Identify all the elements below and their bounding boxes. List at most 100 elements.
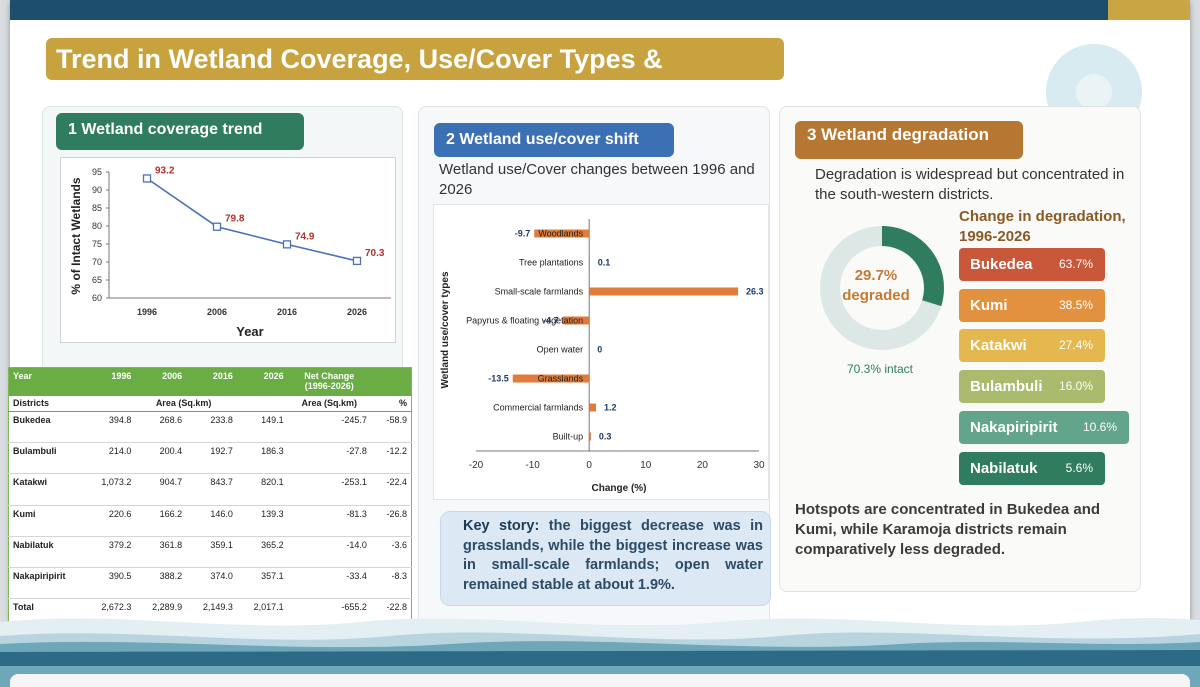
x-tick-label: 30 — [753, 460, 765, 471]
degradation-pill: Katakwi 27.4% — [959, 329, 1105, 363]
district-name-cell: Nakapiripirit — [8, 567, 80, 600]
district-name: Bulambuli — [970, 378, 1043, 396]
coverage-data-point — [282, 240, 292, 249]
district-degradation-pct: 38.5% — [1058, 297, 1093, 312]
use-cover-bar — [512, 374, 590, 383]
section-header-use-cover: 2 Wetland use/cover shift — [434, 123, 674, 157]
district-name-cell: Bukedea — [8, 411, 80, 444]
section-header-degradation: 3 Wetland degradation — [795, 121, 1023, 159]
table-cell: 820.1 — [236, 473, 288, 506]
table-subheader-cell: Area (Sq.km) — [287, 395, 371, 412]
table-cell: 214.0 — [79, 442, 136, 475]
district-degradation-pct: 16.0% — [1058, 379, 1093, 394]
donut-intact-label: 70.3% intact — [846, 362, 914, 376]
table-header-cell: 1996 — [79, 367, 136, 396]
table-cell: 379.2 — [79, 536, 136, 568]
district-degradation-pct: 27.4% — [1058, 338, 1093, 353]
table-header-cell: Year — [8, 367, 80, 396]
category-label: Grasslands — [538, 374, 584, 384]
coverage-data-point — [352, 256, 362, 266]
table-cell: 374.0 — [186, 567, 237, 600]
table-cell: -14.0 — [287, 536, 371, 568]
x-axis-title: Year — [236, 324, 263, 339]
page-title: Trend in Wetland Coverage, Use/Cover Typ… — [46, 38, 784, 116]
district-name: Nakapiripirit — [970, 418, 1058, 436]
table-cell: 361.8 — [135, 536, 187, 568]
donut-center-label: 29.7% degraded — [842, 267, 910, 304]
table-header-cell: Net Change (1996-2026) — [287, 367, 371, 396]
category-label: Small-scale farmlands — [495, 287, 584, 297]
table-row: Bulambuli 214.0 200.4 192.7 186.3 -27.8 -12.2 — [8, 442, 412, 475]
coverage-line-svg: 60 65 70 75 80 85 90 95 1996 2006 2016 2026 93.2 79.8… — [69, 165, 391, 339]
table-subheader-cell: Districts — [8, 395, 80, 412]
coverage-data-label: 93.2 — [155, 165, 175, 176]
key-story-label: Key story: — [463, 518, 540, 534]
use-cover-bar — [589, 403, 596, 412]
table-cell: -12.2 — [370, 442, 412, 475]
table-cell: 365.2 — [236, 536, 288, 568]
category-label: Open water — [537, 345, 584, 355]
degradation-subtitle: Degradation is widespread but concentrat… — [815, 166, 1125, 203]
table-cell: 843.7 — [186, 473, 237, 506]
category-label: Commercial farmlands — [493, 403, 584, 413]
district-name-cell: Nabilatuk — [8, 536, 80, 568]
table-row: Katakwi 1,073.2 904.7 843.7 820.1 -253.1 -22.4 — [8, 473, 412, 506]
table-cell: 359.1 — [186, 536, 237, 568]
table-cell: 186.3 — [236, 442, 288, 475]
coverage-line-chart: 60 65 70 75 80 85 90 95 1996 2006 2016 2026 93.2 79.8… — [60, 157, 396, 343]
x-tick-label: 2026 — [347, 307, 367, 317]
table-row: Bukedea 394.8 268.6 233.8 149.1 -245.7 -58.9 — [8, 411, 412, 444]
district-name-cell: Bulambuli — [8, 442, 80, 475]
x-tick-label: 0 — [586, 460, 592, 471]
x-tick-label: 2016 — [277, 307, 297, 317]
use-cover-data-label: -4.7 — [543, 316, 559, 326]
bottom-strip — [10, 674, 1190, 687]
table-cell: 904.7 — [135, 473, 187, 506]
category-label: Woodlands — [538, 229, 583, 239]
use-cover-data-label: -9.7 — [515, 229, 531, 239]
table-cell: -27.8 — [287, 442, 371, 475]
table-cell: 149.1 — [236, 411, 288, 444]
table-cell: -22.4 — [370, 473, 412, 506]
use-cover-bar-svg: -20 -10 0 10 20 30 Woodlands -9.7 Tree plantatio… — [440, 219, 765, 494]
district-name-cell: Katakwi — [8, 473, 80, 506]
table-subheader-cell: % — [370, 395, 412, 412]
degradation-donut — [820, 226, 944, 350]
degradation-pill: Nakapiripirit 10.6% — [959, 410, 1129, 444]
x-axis-title: Change (%) — [592, 483, 647, 494]
y-tick-label: 60 — [92, 293, 102, 303]
table-header-cell: 2026 — [236, 367, 288, 396]
key-story-box: Key story: the biggest decrease was in g… — [440, 511, 771, 606]
table-subheader-cell: Area (Sq.km) — [79, 395, 288, 412]
table-cell: -245.7 — [287, 411, 371, 444]
table-cell: 394.8 — [79, 411, 136, 444]
table-cell: 1,073.2 — [79, 473, 136, 506]
donut-degraded-slice — [820, 226, 944, 350]
district-area-table: Year 1996 2006 2016 2026 Net Change (199… — [8, 367, 412, 631]
x-tick-label: -20 — [469, 460, 484, 471]
x-tick-label: 2006 — [207, 307, 227, 317]
y-tick-label: 85 — [92, 203, 102, 213]
coverage-data-point — [142, 174, 152, 183]
use-cover-data-label: 0.3 — [599, 432, 612, 442]
use-cover-bar — [589, 258, 590, 267]
table-header-cell: 2006 — [135, 367, 187, 396]
use-cover-data-label: 0 — [597, 345, 602, 355]
use-cover-bar — [562, 316, 590, 325]
use-cover-subtitle: Wetland use/Cover changes between 1996 a… — [439, 161, 755, 198]
table-cell: -81.3 — [287, 505, 371, 537]
category-label: Built-up — [553, 432, 584, 442]
table-cell: 139.3 — [236, 505, 288, 537]
coverage-data-label: 74.9 — [295, 231, 315, 242]
use-cover-data-label: 1.2 — [604, 403, 617, 413]
y-tick-label: 65 — [92, 275, 102, 285]
table-header-cell — [370, 367, 412, 396]
table-cell: -58.9 — [370, 411, 412, 444]
y-tick-label: 90 — [92, 185, 102, 195]
table-cell: 357.1 — [236, 567, 288, 600]
table-cell: -3.6 — [370, 536, 412, 568]
table-header-row: Year 1996 2006 2016 2026 Net Change (199… — [8, 367, 412, 396]
table-cell: 200.4 — [135, 442, 187, 475]
top-bar-accent — [1108, 0, 1190, 20]
x-tick-label: 10 — [640, 460, 652, 471]
